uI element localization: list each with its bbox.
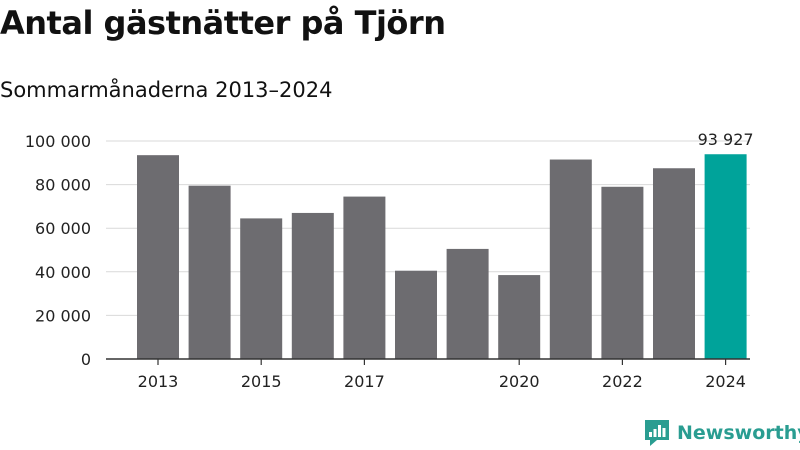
y-tick-label: 100 000 bbox=[25, 132, 91, 151]
y-tick-label: 40 000 bbox=[35, 263, 91, 282]
brand-logo: Newsworthy bbox=[644, 418, 800, 448]
y-tick-label: 20 000 bbox=[35, 306, 91, 325]
brand-name: Newsworthy bbox=[677, 422, 800, 444]
y-axis-labels: 0 20 000 40 000 60 000 80 000 100 000 bbox=[25, 132, 91, 369]
bar-2021 bbox=[549, 159, 592, 359]
chart-title: Antal gästnätter på Tjörn bbox=[0, 4, 446, 42]
annotations: 93 927 bbox=[698, 130, 754, 149]
y-tick-label: 80 000 bbox=[35, 176, 91, 195]
y-tick-label: 60 000 bbox=[35, 219, 91, 238]
bar-2022 bbox=[601, 186, 644, 359]
bars bbox=[137, 154, 747, 359]
chart-subtitle: Sommarmånaderna 2013–2024 bbox=[0, 78, 333, 102]
data-label-2024: 93 927 bbox=[698, 130, 754, 149]
bar-2016 bbox=[291, 212, 334, 359]
x-axis-labels: 2013 2015 2017 2020 2022 2024 bbox=[138, 372, 746, 391]
bar-2023 bbox=[653, 168, 695, 359]
newsworthy-logo-icon bbox=[645, 420, 669, 446]
x-tick-label: 2017 bbox=[344, 372, 385, 391]
x-tick-label: 2020 bbox=[499, 372, 540, 391]
bar-2015 bbox=[240, 218, 283, 359]
bar-2019 bbox=[446, 248, 489, 359]
bar-2024 bbox=[704, 154, 747, 359]
bar-2014 bbox=[188, 185, 231, 359]
bar-2020 bbox=[498, 275, 541, 359]
bar-2017 bbox=[343, 196, 386, 359]
x-axis-ticks bbox=[157, 359, 727, 365]
x-tick-label: 2015 bbox=[241, 372, 282, 391]
y-tick-label: 0 bbox=[81, 350, 91, 369]
bar-2013 bbox=[137, 155, 179, 359]
x-tick-label: 2013 bbox=[138, 372, 179, 391]
x-tick-label: 2024 bbox=[705, 372, 746, 391]
bar-2018 bbox=[395, 270, 437, 359]
x-tick-label: 2022 bbox=[602, 372, 643, 391]
